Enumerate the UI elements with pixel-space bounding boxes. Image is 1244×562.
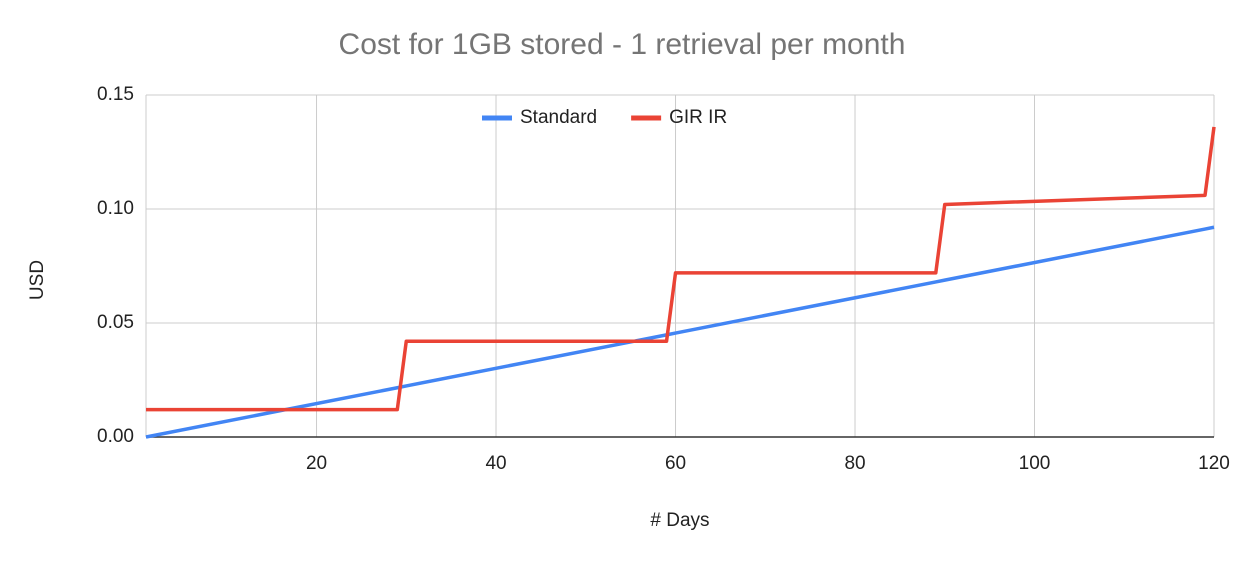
y-tick-label: 0.00 (97, 426, 134, 447)
x-tick-label: 100 (1019, 453, 1051, 474)
x-axis-label: # Days (650, 510, 709, 531)
y-tick-label: 0.10 (97, 198, 134, 219)
legend-label: Standard (520, 107, 597, 128)
y-tick-label: 0.15 (97, 84, 134, 105)
x-tick-label: 60 (665, 453, 686, 474)
legend-label: GIR IR (669, 107, 727, 128)
x-tick-label: 40 (485, 453, 506, 474)
series-line (146, 126, 1216, 412)
chart-title: Cost for 1GB stored - 1 retrieval per mo… (339, 28, 906, 61)
x-tick-label: 80 (844, 453, 865, 474)
y-tick-label: 0.05 (97, 312, 134, 333)
series-line (145, 225, 1215, 439)
x-tick-label: 120 (1198, 453, 1230, 474)
x-tick-label: 20 (306, 453, 327, 474)
y-axis-label: USD (27, 260, 48, 300)
